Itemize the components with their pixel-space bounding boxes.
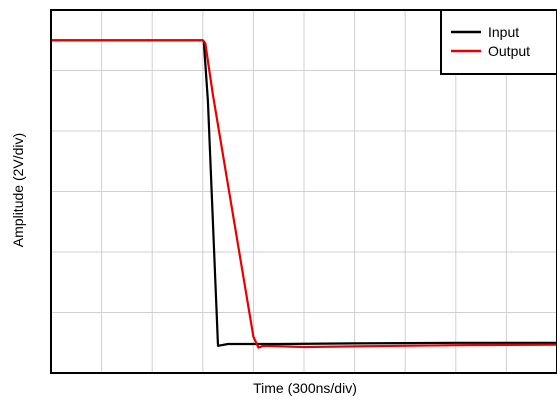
legend-label-output: Output — [488, 43, 530, 59]
x-axis-label: Time (300ns/div) — [253, 380, 357, 396]
plot-frame — [50, 9, 557, 374]
legend-box — [440, 9, 557, 75]
series-lines — [51, 39, 557, 349]
series-line-output — [51, 39, 557, 349]
y-axis-label: Amplitude (2V/div) — [10, 132, 26, 248]
legend-label-input: Input — [488, 24, 519, 40]
legend: Input Output — [440, 9, 557, 75]
